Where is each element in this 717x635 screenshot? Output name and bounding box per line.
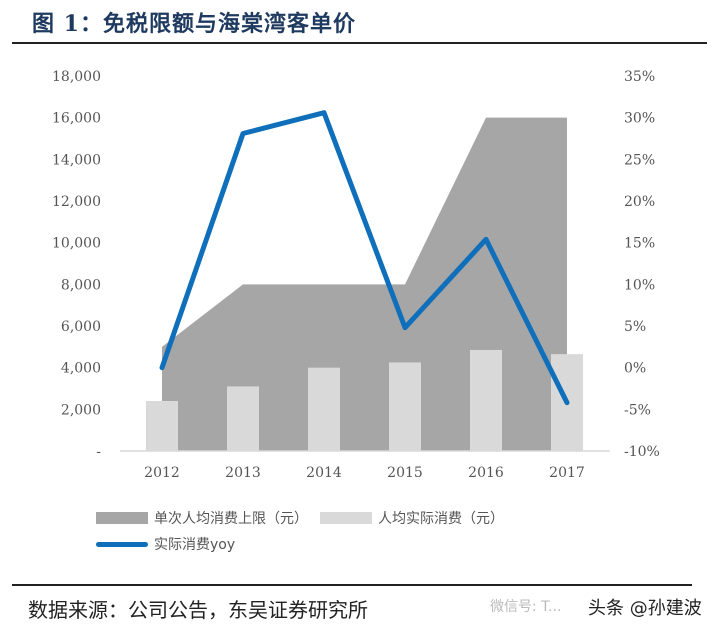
svg-text:6,000: 6,000	[61, 319, 101, 335]
toutiao-watermark: 头条 @孙建波	[588, 598, 702, 619]
legend-swatch-bar	[320, 512, 372, 524]
svg-text:10%: 10%	[624, 277, 655, 293]
legend-swatch-area	[96, 512, 148, 524]
x-axis: 2012 2013 2014 2015 2016 2017	[144, 465, 585, 481]
svg-text:-5%: -5%	[624, 402, 651, 418]
svg-text:4,000: 4,000	[61, 361, 101, 377]
svg-text:16,000: 16,000	[52, 111, 101, 127]
legend: 单次人均消费上限（元） 人均实际消费（元） 实际消费yoy	[96, 505, 516, 557]
chart-title: 图 1：免税限额与海棠湾客单价	[32, 11, 356, 37]
title-divider	[12, 42, 707, 44]
svg-text:2016: 2016	[468, 465, 504, 481]
svg-text:12,000: 12,000	[52, 194, 101, 210]
bar	[389, 362, 421, 451]
svg-text:2,000: 2,000	[61, 402, 101, 418]
legend-swatch-line	[96, 541, 148, 547]
svg-text:30%: 30%	[624, 111, 655, 127]
right-axis: 35% 30% 25% 20% 15% 10% 5% 0% -5% -10%	[624, 69, 660, 460]
svg-text:14,000: 14,000	[52, 152, 101, 168]
data-source: 数据来源：公司公告，东吴证券研究所	[28, 598, 368, 622]
bar	[308, 367, 340, 451]
bar	[470, 349, 502, 451]
left-axis: 18,000 16,000 14,000 12,000 10,000 8,000 6,000…	[52, 69, 101, 460]
bar-series-actual	[146, 349, 583, 451]
legend-item-actual: 人均实际消费（元）	[320, 508, 504, 528]
svg-text:8,000: 8,000	[61, 277, 101, 293]
legend-label: 实际消费yoy	[154, 537, 236, 553]
legend-item-yoy: 实际消费yoy	[96, 534, 235, 554]
svg-text:18,000: 18,000	[52, 69, 101, 85]
bar	[146, 401, 178, 451]
svg-text:-: -	[96, 444, 101, 460]
area-series-limit	[162, 117, 567, 452]
wechat-watermark: 微信号: T...	[490, 599, 562, 615]
legend-label: 人均实际消费（元）	[378, 511, 504, 527]
svg-text:20%: 20%	[624, 194, 655, 210]
bar	[227, 386, 259, 451]
legend-item-limit: 单次人均消费上限（元）	[96, 508, 308, 528]
svg-text:35%: 35%	[624, 69, 655, 85]
svg-text:15%: 15%	[624, 236, 655, 252]
line-series-yoy	[159, 110, 570, 406]
svg-text:-10%: -10%	[624, 444, 660, 460]
svg-text:10,000: 10,000	[52, 236, 101, 252]
svg-text:2012: 2012	[144, 465, 180, 481]
chart-plot: 18,000 16,000 14,000 12,000 10,000 8,000 6,000…	[52, 69, 660, 481]
svg-text:0%: 0%	[624, 361, 646, 377]
svg-text:2013: 2013	[225, 465, 261, 481]
svg-text:2017: 2017	[549, 465, 585, 481]
svg-text:5%: 5%	[624, 319, 646, 335]
svg-text:25%: 25%	[624, 152, 655, 168]
footer-divider	[12, 584, 692, 586]
legend-label: 单次人均消费上限（元）	[154, 511, 308, 527]
svg-text:2014: 2014	[306, 465, 342, 481]
svg-text:2015: 2015	[387, 465, 423, 481]
